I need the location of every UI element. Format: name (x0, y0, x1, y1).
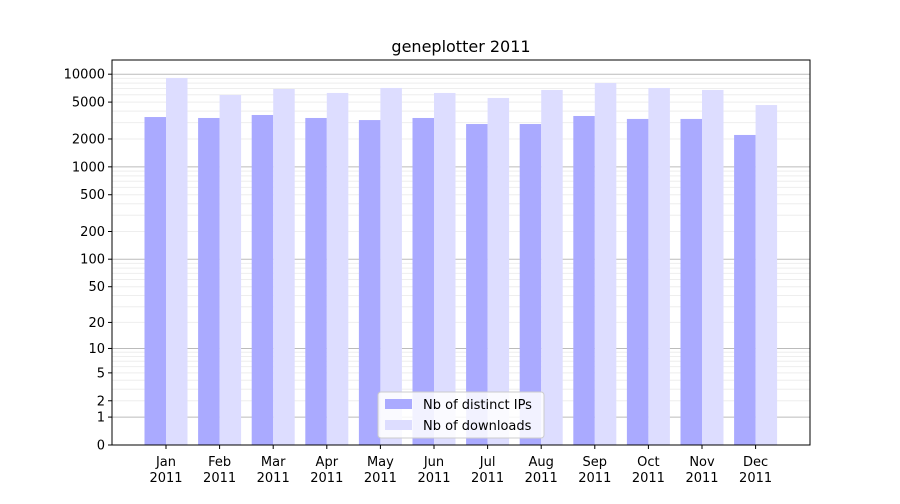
bar-distinct-ips (466, 124, 488, 446)
legend-swatch (385, 399, 412, 409)
y-tick-label: 50 (88, 280, 105, 295)
y-tick-label: 2 (97, 394, 105, 409)
bar-downloads (326, 92, 349, 445)
legend-label: Nb of downloads (423, 419, 532, 434)
bar-distinct-ips (251, 114, 274, 445)
x-tick-label: Apr 2011 (310, 455, 343, 486)
bar-distinct-ips (358, 120, 381, 445)
bar-distinct-ips (198, 117, 220, 446)
chart-title: geneplotter 2011 (391, 37, 530, 56)
y-tick-label: 20 (88, 316, 105, 331)
x-tick-label: Jul 2011 (471, 455, 504, 486)
y-tick-label: 0 (97, 439, 105, 454)
plot-frame (111, 59, 811, 446)
legend: Nb of distinct IPs Nb of downloads (377, 391, 545, 439)
bar-downloads (273, 89, 295, 445)
bar-downloads (594, 82, 617, 446)
bar-downloads (487, 97, 510, 446)
bar-distinct-ips (734, 134, 756, 446)
y-tick-label: 200 (80, 225, 105, 240)
bar-downloads (648, 87, 670, 446)
bar-downloads (219, 94, 242, 445)
bar-downloads (541, 89, 563, 446)
x-tick-label: Mar 2011 (257, 455, 290, 486)
y-tick-label: 5 (97, 366, 105, 381)
y-tick-label: 10 (88, 342, 105, 357)
y-tick-label: 1 (97, 411, 105, 426)
bar-distinct-ips (144, 117, 166, 445)
y-tick-label: 5000 (72, 96, 105, 111)
x-tick-label: May 2011 (364, 455, 397, 486)
y-tick-label: 10000 (64, 68, 105, 83)
x-tick-label: Nov 2011 (685, 455, 718, 486)
bar-distinct-ips (573, 115, 595, 445)
x-tick-label: Sep 2011 (578, 455, 611, 486)
x-tick-label: Feb 2011 (203, 455, 236, 486)
bar-distinct-ips (680, 118, 702, 446)
x-tick-label: Oct 2011 (632, 455, 665, 486)
bar-distinct-ips (305, 117, 327, 446)
bar-downloads (702, 89, 724, 446)
bar-downloads (166, 77, 188, 446)
legend-label: Nb of distinct IPs (423, 398, 532, 413)
x-tick-label: Jan 2011 (149, 455, 182, 486)
x-tick-label: Jun 2011 (417, 455, 450, 486)
bar-downloads (380, 87, 402, 446)
bar-downloads (434, 92, 456, 445)
legend-swatch (385, 420, 412, 430)
bar-distinct-ips (626, 118, 649, 446)
x-tick-label: Dec 2011 (739, 455, 772, 486)
x-tick-label: Aug 2011 (525, 455, 558, 486)
bar-distinct-ips (519, 124, 542, 446)
y-tick-label: 100 (80, 253, 105, 268)
bar-downloads (755, 105, 778, 445)
y-tick-label: 500 (80, 188, 105, 203)
legend-box (377, 391, 545, 439)
bar-distinct-ips (412, 117, 434, 446)
y-tick-label: 2000 (72, 132, 105, 147)
y-tick-label: 1000 (72, 160, 105, 175)
